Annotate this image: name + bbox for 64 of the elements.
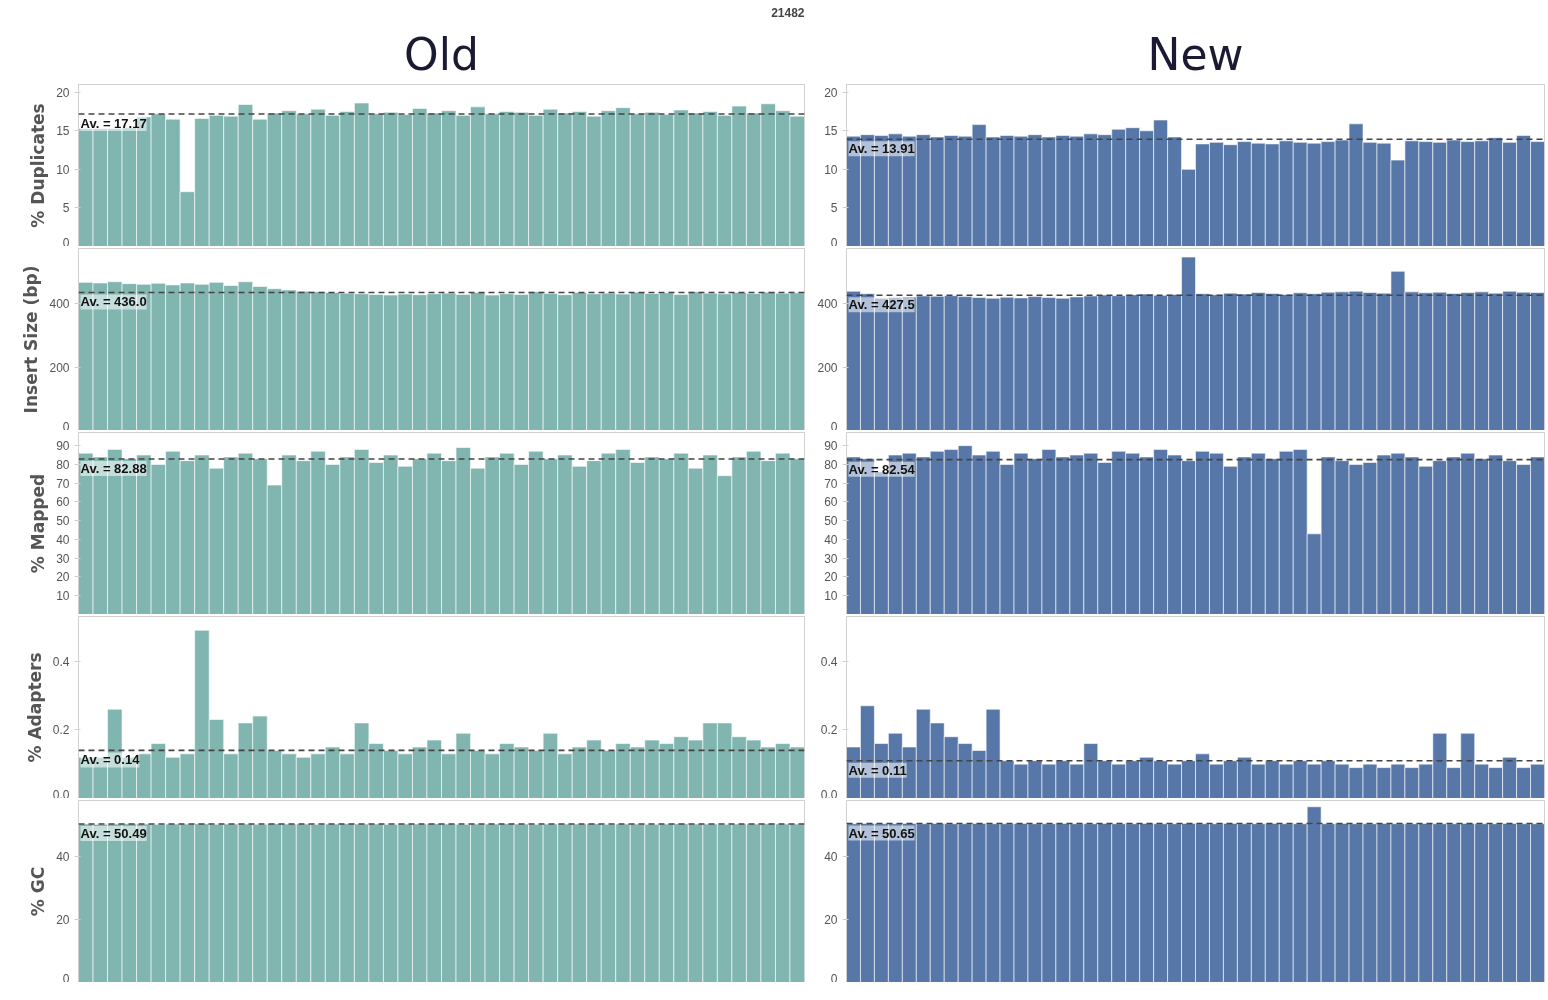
y-tick-label: 40 bbox=[56, 850, 70, 865]
y-tick-label: 200 bbox=[817, 360, 838, 375]
y-tick-label: 0.0 bbox=[820, 787, 838, 802]
y-tick-label: 15 bbox=[56, 124, 70, 139]
ref-line-label: Av. = 0.14 bbox=[80, 752, 141, 768]
y-tick-label: 60 bbox=[56, 495, 70, 510]
y-tick-label: 10 bbox=[824, 589, 838, 604]
y-tick-label: 0 bbox=[62, 971, 70, 986]
y-axis-title: % Adapters bbox=[24, 652, 45, 763]
y-tick-label: 0 bbox=[830, 419, 838, 434]
ref-line-label: Av. = 82.54 bbox=[848, 461, 916, 477]
y-tick-label: 50 bbox=[824, 514, 838, 529]
y-tick-label: 80 bbox=[56, 457, 70, 472]
y-tick-label: 90 bbox=[824, 439, 838, 454]
y-tick-label: 40 bbox=[824, 850, 838, 865]
y-tick-label: 70 bbox=[824, 476, 838, 491]
y-tick-label: 30 bbox=[56, 551, 70, 566]
y-tick-label: 20 bbox=[56, 570, 70, 585]
y-tick-label: 30 bbox=[824, 551, 838, 566]
ref-line-label: Av. = 50.49 bbox=[80, 826, 147, 842]
y-tick-label: 0.2 bbox=[52, 723, 70, 738]
ref-line-label: Av. = 50.65 bbox=[848, 825, 915, 841]
y-tick-label: 0 bbox=[62, 235, 70, 250]
y-tick-label: 0.2 bbox=[820, 723, 838, 738]
y-tick-label: 20 bbox=[56, 913, 70, 928]
y-tick-label: 0.4 bbox=[820, 654, 838, 669]
y-axis-title: % Mapped bbox=[28, 473, 49, 574]
ref-line-label: Av. = 13.91 bbox=[848, 141, 915, 157]
y-tick-label: 5 bbox=[830, 201, 838, 216]
y-tick-label: 0 bbox=[62, 419, 70, 434]
ref-line-label: Av. = 0.11 bbox=[848, 762, 907, 778]
y-tick-label: 0 bbox=[830, 235, 838, 250]
y-tick-label: 400 bbox=[49, 297, 70, 312]
y-tick-label: 50 bbox=[56, 514, 70, 529]
y-tick-label: 80 bbox=[824, 457, 838, 472]
y-tick-label: 0 bbox=[830, 971, 838, 986]
ref-line-label: Av. = 82.88 bbox=[80, 460, 147, 476]
y-axis-title: % GC bbox=[28, 866, 49, 917]
y-tick-label: 60 bbox=[824, 495, 838, 510]
y-tick-label: 40 bbox=[56, 532, 70, 547]
y-tick-label: 0.0 bbox=[52, 787, 70, 802]
y-tick-label: 10 bbox=[56, 162, 70, 177]
chart-title: New bbox=[1147, 28, 1244, 80]
y-tick-label: 5 bbox=[62, 201, 70, 216]
y-tick-label: 20 bbox=[56, 85, 70, 100]
y-tick-label: 400 bbox=[817, 297, 838, 312]
y-tick-label: 40 bbox=[824, 532, 838, 547]
ref-line-label: Av. = 436.0 bbox=[80, 294, 147, 310]
ref-line-label: Av. = 17.17 bbox=[80, 116, 147, 132]
y-tick-label: 10 bbox=[824, 162, 838, 177]
y-tick-label: 90 bbox=[56, 439, 70, 454]
y-tick-label: 10 bbox=[56, 589, 70, 604]
text: 21482 bbox=[771, 5, 805, 20]
y-tick-label: 70 bbox=[56, 476, 70, 491]
y-tick-label: 20 bbox=[824, 85, 838, 100]
y-tick-label: 20 bbox=[824, 913, 838, 928]
y-axis-title: % Duplicates bbox=[28, 103, 49, 228]
y-tick-label: 15 bbox=[824, 124, 838, 139]
y-tick-label: 20 bbox=[824, 570, 838, 585]
y-axis-title: Insert Size (bp) bbox=[21, 265, 42, 414]
y-tick-label: 200 bbox=[49, 360, 70, 375]
chart-title: Old bbox=[404, 28, 479, 80]
y-tick-label: 0.4 bbox=[52, 654, 70, 669]
ref-line-label: Av. = 427.5 bbox=[848, 297, 915, 313]
